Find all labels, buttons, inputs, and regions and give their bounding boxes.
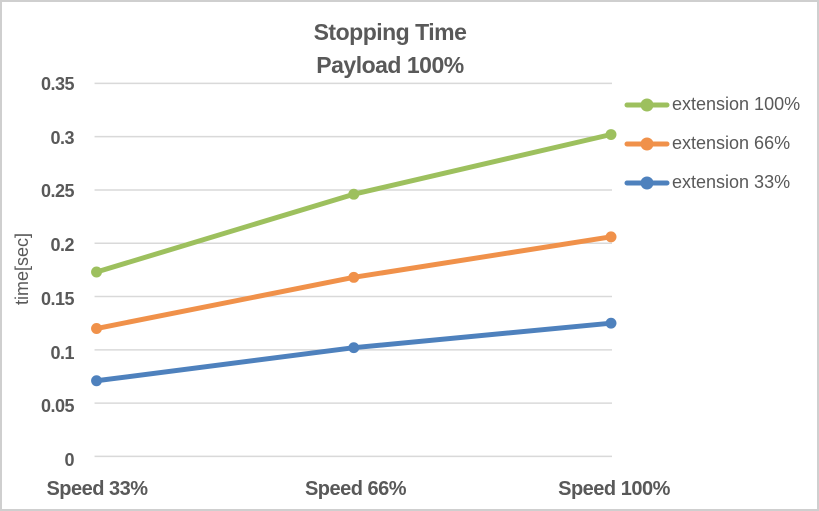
legend-item-extension-33: extension 33% — [624, 163, 800, 202]
legend-item-label: extension 66% — [672, 133, 791, 153]
data-point-extension-100 — [91, 266, 103, 278]
legend-item-extension-100: extension 100% — [624, 85, 800, 124]
legend-circle — [640, 98, 654, 111]
legend-marker-icon — [624, 98, 670, 111]
data-point-extension-66 — [91, 323, 103, 334]
data-point-extension-33 — [348, 342, 360, 354]
x-axis-label: Speed 66% — [304, 478, 407, 500]
y-tick-label: 0.2 — [50, 235, 74, 256]
y-tick-label: 0 — [64, 450, 74, 470]
x-axis-label: Speed 100% — [558, 478, 670, 500]
y-tick-label: 0.05 — [40, 396, 75, 417]
legend-circle — [640, 176, 654, 189]
chart-subtitle: Payload 100% — [316, 52, 464, 78]
legend-marker-icon — [624, 137, 670, 150]
legend-item-extension-66: extension 66% — [624, 124, 800, 163]
legend-marker-icon — [624, 176, 670, 189]
data-point-extension-66 — [348, 271, 360, 283]
y-tick-label: 0.35 — [40, 74, 75, 94]
chart-title: Stopping Time — [313, 19, 467, 45]
data-point-extension-100 — [348, 188, 360, 200]
y-tick-label: 0.1 — [50, 342, 74, 363]
y-tick-label: 0.25 — [40, 181, 75, 202]
data-point-extension-33 — [605, 317, 617, 329]
legend: extension 100% extension 66% extension 33% — [624, 85, 800, 202]
data-point-extension-66 — [605, 231, 617, 243]
legend-circle — [640, 137, 654, 150]
y-tick-label: 0.3 — [50, 127, 74, 148]
data-point-extension-100 — [605, 129, 617, 140]
legend-item-label: extension 100% — [672, 94, 801, 114]
chart-title-block: Stopping Time Payload 100% — [2, 16, 778, 82]
x-axis-label: Speed 33% — [46, 478, 148, 500]
legend-item-label: extension 33% — [672, 172, 791, 192]
data-point-extension-33 — [91, 375, 103, 387]
y-tick-label: 0.15 — [40, 288, 75, 309]
